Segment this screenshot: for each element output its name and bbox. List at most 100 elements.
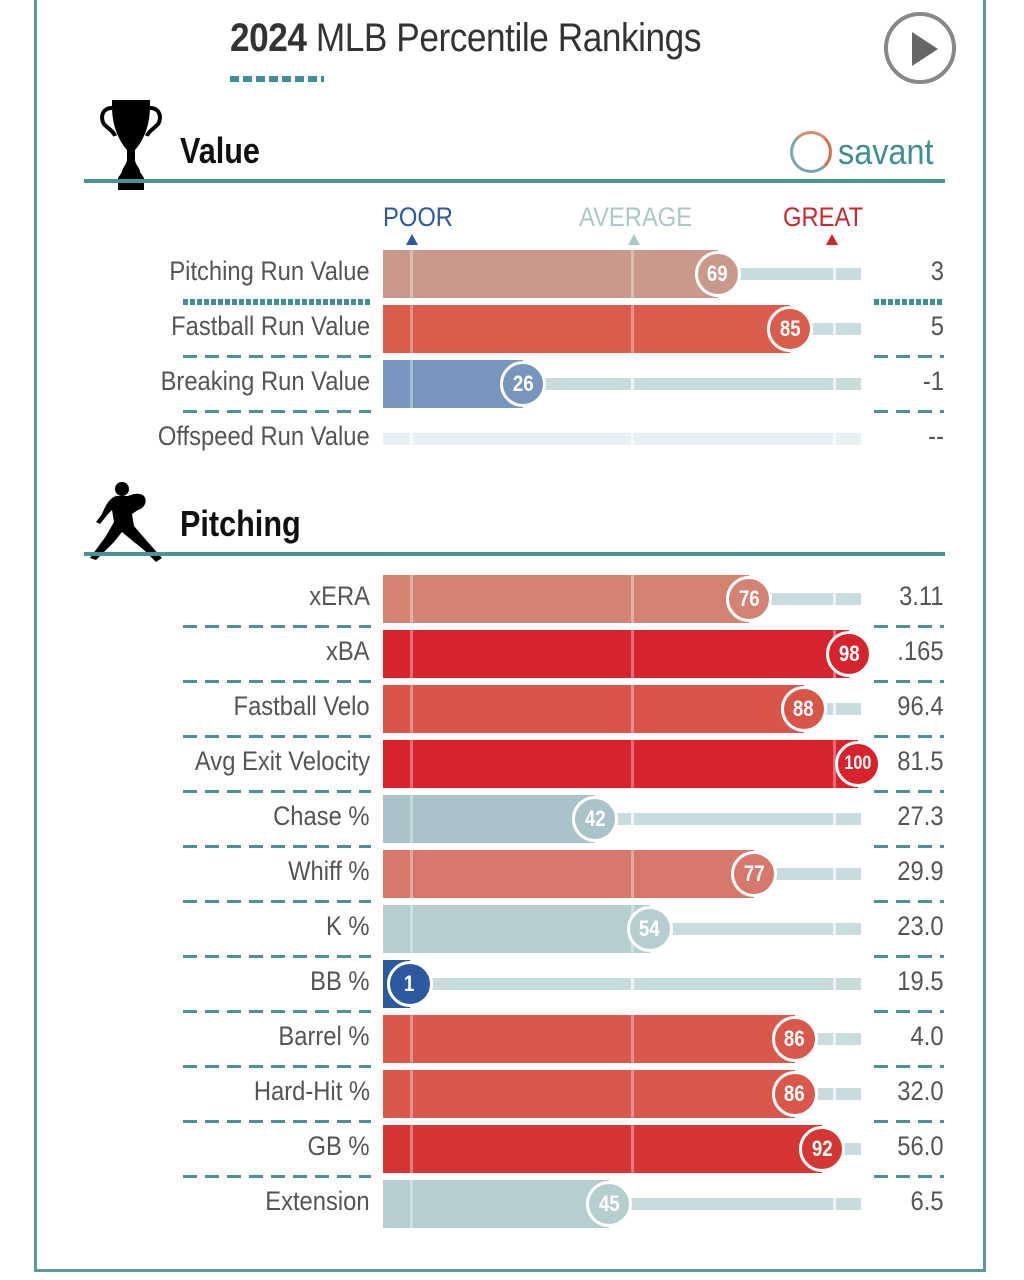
percentile-value: 76 [738, 586, 760, 611]
savant-logo: savant [790, 128, 944, 176]
stat-value: 3 [930, 256, 944, 286]
percentile-badge: 42 [572, 796, 619, 842]
percentile-value: 77 [743, 861, 765, 886]
bar-track: 45 [383, 1180, 861, 1228]
bar-track: 100 [383, 740, 881, 788]
grid-line [833, 378, 836, 390]
row-separator [874, 790, 944, 793]
grid-line [410, 433, 413, 445]
row-label: Extension [265, 1186, 370, 1216]
grid-line [833, 1088, 836, 1100]
stat-value: 29.9 [897, 856, 944, 886]
grid-line [833, 323, 836, 335]
grid-line [833, 268, 836, 280]
percentile-badge: 98 [825, 631, 872, 677]
percentile-value: 85 [779, 316, 801, 341]
play-button[interactable] [884, 12, 956, 84]
baseball-icon [790, 131, 832, 173]
percentile-value: 88 [793, 696, 815, 721]
bar-remainder [595, 813, 861, 825]
grid-line [833, 433, 836, 445]
stat-value: 5 [930, 311, 944, 341]
chart-row: Extension 45 6.5 [0, 1180, 1024, 1230]
row-separator [183, 845, 371, 848]
percentile-value: 45 [598, 1191, 620, 1216]
percentile-value: 92 [811, 1136, 833, 1161]
stat-value: 27.3 [897, 801, 944, 831]
row-separator [183, 299, 371, 305]
grid-line [833, 1198, 836, 1210]
grid-line [410, 305, 413, 353]
grid-line [833, 813, 836, 825]
card-frame [34, 0, 986, 1272]
percentile-badge: 86 [771, 1071, 818, 1117]
bar-fill [383, 305, 791, 353]
grid-line [631, 378, 634, 390]
title-year: 2024 [230, 16, 307, 60]
grid-line [410, 630, 413, 678]
grid-line [631, 1070, 634, 1118]
bar-remainder [649, 923, 861, 935]
bar-track: 26 [383, 360, 861, 408]
grid-line [833, 978, 836, 990]
bar-fill [383, 1180, 609, 1228]
grid-line [833, 868, 836, 880]
stat-value: 23.0 [897, 911, 944, 941]
row-separator [183, 1065, 371, 1068]
percentile-badge: 92 [798, 1126, 845, 1172]
grid-line [631, 630, 634, 678]
grid-line [410, 685, 413, 733]
percentile-value: 1 [404, 971, 415, 996]
chart-row: Pitching Run Value 69 3 [0, 250, 1024, 300]
stat-value: 4.0 [910, 1021, 944, 1051]
grid-line [410, 1125, 413, 1173]
grid-line [410, 250, 413, 298]
bar-track: 69 [383, 250, 861, 298]
grid-line [410, 1180, 413, 1228]
row-separator [874, 1010, 944, 1013]
page-title: 2024 MLB Percentile Rankings [230, 16, 701, 61]
grid-line [631, 813, 634, 825]
row-label: Fastball Velo [233, 691, 370, 721]
grid-line [631, 978, 634, 990]
bar-track: 88 [383, 685, 861, 733]
section-title-value: Value [180, 130, 260, 171]
row-label: Avg Exit Velocity [194, 746, 370, 776]
row-label: Barrel % [278, 1021, 370, 1051]
chart-row: Fastball Velo 88 96.4 [0, 685, 1024, 735]
title-text: MLB Percentile Rankings [306, 16, 702, 60]
bar-track: 86 [383, 1015, 861, 1063]
row-separator [183, 625, 371, 628]
percentile-badge: 54 [626, 906, 673, 952]
row-separator [874, 735, 944, 738]
average-marker-icon [628, 234, 640, 245]
bar-track: 86 [383, 1070, 861, 1118]
grid-line [410, 1015, 413, 1063]
row-label: BB % [310, 966, 370, 996]
row-label: Hard-Hit % [253, 1076, 370, 1106]
chart-row: xBA 98 .165 [0, 630, 1024, 680]
row-separator [874, 299, 944, 305]
percentile-value: 42 [584, 806, 606, 831]
bar-track: 1 [383, 960, 861, 1008]
scale-average: AVERAGE [579, 202, 693, 232]
grid-line [833, 703, 836, 715]
section-rule-pitching [84, 552, 945, 556]
chart-row: xERA 76 3.11 [0, 575, 1024, 625]
bar-track: 42 [383, 795, 861, 843]
grid-line [631, 740, 634, 788]
stat-value: 32.0 [897, 1076, 944, 1106]
percentile-badge: 88 [780, 686, 827, 732]
row-separator [874, 1065, 944, 1068]
grid-line [410, 850, 413, 898]
percentile-value: 86 [784, 1026, 805, 1051]
grid-line [410, 575, 413, 623]
bar-remainder [717, 268, 861, 280]
row-separator [874, 680, 944, 683]
chart-row: Chase % 42 27.3 [0, 795, 1024, 845]
chart-row: Whiff % 77 29.9 [0, 850, 1024, 900]
row-separator [183, 790, 371, 793]
row-label: Pitching Run Value [169, 256, 370, 286]
percentile-value: 100 [844, 753, 872, 774]
chart-row: Hard-Hit % 86 32.0 [0, 1070, 1024, 1120]
